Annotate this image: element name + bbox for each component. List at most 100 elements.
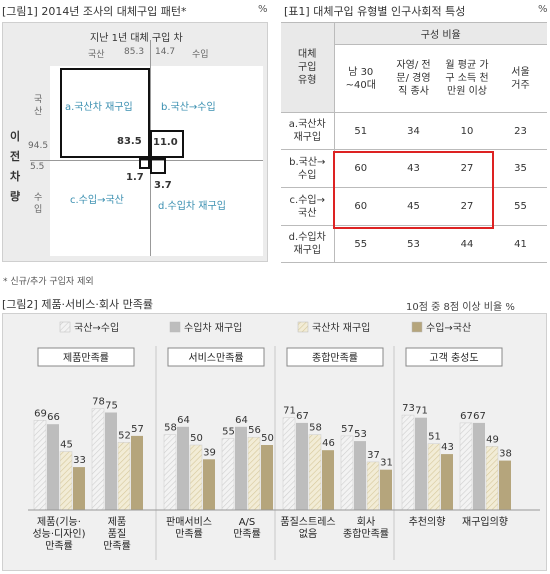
table1-group-header: 구성 비율 (334, 22, 547, 45)
table-row: a.국산차 재구입 51 34 10 23 (281, 112, 547, 150)
bar-value-label: 50 (261, 433, 274, 444)
table1-row-label: d.수입차 재구입 (281, 225, 335, 263)
legend-label: 국산→수입 (74, 321, 119, 334)
bar-value-label: 58 (164, 423, 177, 434)
fig1-grid (50, 66, 263, 256)
table1-cell: 27 (440, 187, 494, 226)
bar-value-label: 67 (460, 411, 473, 422)
table1-cell: 51 (334, 112, 387, 150)
table1-cell: 45 (387, 187, 440, 226)
bar (308, 434, 322, 511)
group-label: 종합만족률 (312, 352, 358, 364)
table1-type-header: 대체 구입 유형 (281, 22, 335, 113)
category-label: 재구입의향 (462, 515, 508, 528)
fig1-top-header: 지난 1년 대체 구입 차 (90, 33, 183, 44)
category-label: 제품(기능· (37, 516, 81, 528)
table1-header: 월 평균 가구 소득 천만원 이상 (440, 44, 494, 113)
category-label: 품질 (108, 528, 126, 540)
fig1-hline (30, 160, 263, 161)
group-box (37, 347, 135, 367)
category-label: 품질스트레스 (280, 516, 335, 528)
bar (131, 435, 143, 510)
bar-value-label: 53 (354, 429, 367, 440)
bar (401, 414, 415, 511)
fig1-row-domestic: 국산 (34, 95, 43, 117)
category-label: 성능·디자인) (32, 528, 85, 540)
bar-value-label: 33 (73, 455, 86, 466)
bar-value-label: 75 (105, 401, 118, 412)
bar-value-label: 46 (322, 438, 335, 449)
bar (247, 436, 261, 511)
bar-value-label: 73 (402, 403, 415, 414)
bar (33, 420, 47, 511)
group-label: 고객 충성도 (429, 352, 478, 364)
bar (235, 426, 247, 510)
fig2-title: [그림2] 제품·서비스·회사 만족률 (2, 298, 154, 311)
fig1-cell-di-val: 11.0 (153, 137, 178, 148)
bar-value-label: 55 (222, 427, 235, 438)
legend-label: 수입→국산 (426, 321, 471, 334)
bar (189, 444, 203, 511)
bar (73, 467, 85, 510)
bar-value-label: 38 (499, 449, 512, 460)
bar-value-label: 49 (486, 434, 499, 445)
bar-value-label: 51 (428, 432, 441, 443)
table1: 대체 구입 유형 구성 비율 남 30 ~40대 자영/ 전문/ 경영직 종사 … (281, 22, 547, 263)
category-label: 추천의향 (409, 516, 446, 528)
bar (354, 441, 366, 510)
table1-pct: % (538, 4, 548, 15)
bar-value-label: 58 (309, 423, 322, 434)
legend-swatch (169, 321, 181, 333)
bar-value-label: 71 (415, 406, 428, 417)
category-label: 만족률 (233, 528, 261, 540)
fig1-title: [그림1] 2014년 조사의 대체구입 패턴* (2, 5, 187, 18)
table1-cell: 53 (387, 225, 440, 263)
category-label: 만족률 (45, 540, 73, 552)
bar-value-label: 43 (441, 442, 454, 453)
table1-cell: 10 (440, 112, 494, 150)
bar (203, 459, 215, 510)
fig1-row-import: 수입 (34, 193, 43, 215)
bar (366, 461, 380, 511)
bar (459, 422, 473, 511)
bar (296, 422, 308, 510)
fig1-row-import-val: 5.5 (30, 162, 45, 172)
bar-value-label: 64 (177, 415, 190, 426)
bar-value-label: 37 (367, 450, 380, 461)
bar (163, 434, 177, 511)
group-box (167, 347, 265, 367)
bar-value-label: 45 (60, 440, 73, 451)
bar-value-label: 69 (34, 408, 47, 419)
group-label: 제품만족률 (63, 352, 109, 364)
bar (117, 442, 131, 511)
bar (485, 446, 499, 511)
bar-value-label: 67 (473, 411, 486, 422)
fig1-box-id (139, 158, 150, 169)
bar (59, 451, 73, 511)
bar (91, 408, 105, 511)
fig1-cell-id-label: c.수입→국산 (70, 195, 124, 206)
table1-cell: 60 (334, 149, 387, 188)
fig1-cell-dd-label: a.국산차 재구입 (65, 102, 133, 113)
bar-value-label: 71 (283, 406, 296, 417)
bar-value-label: 52 (118, 430, 131, 441)
bar-value-label: 50 (190, 433, 203, 444)
category-label: 회사 (357, 516, 375, 528)
category-label: 만족률 (103, 540, 131, 552)
bar (47, 424, 59, 510)
category-label: 없음 (299, 527, 317, 540)
table-row: d.수입차 재구입 55 53 44 41 (281, 225, 547, 263)
fig1-pct: % (258, 4, 268, 15)
table1-highlight (333, 151, 494, 229)
table1-cell: 55 (334, 225, 387, 263)
bar (105, 412, 117, 510)
bar-value-label: 39 (203, 447, 216, 458)
group-box (405, 347, 503, 367)
category-label: 종합만족률 (343, 528, 389, 540)
bar (441, 454, 453, 510)
bar (282, 417, 296, 511)
table1-header: 자영/ 전문/ 경영직 종사 (387, 44, 440, 113)
table1-cell: 41 (494, 225, 547, 263)
table1-cell: 43 (387, 149, 440, 188)
